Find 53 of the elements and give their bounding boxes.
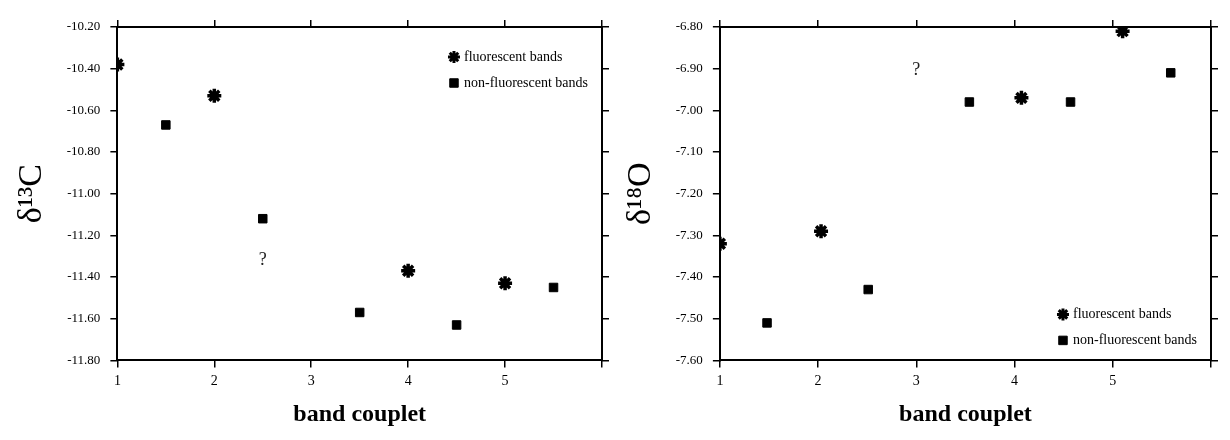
y-tick-label: -7.50 — [675, 310, 703, 326]
x-tick-label: 2 — [210, 373, 218, 389]
y-tick-label: -7.20 — [675, 185, 703, 201]
point — [399, 262, 417, 280]
annotation: ? — [912, 59, 921, 80]
point — [812, 222, 830, 240]
y-tick-label: -10.60 — [66, 101, 101, 117]
y-tick-label: -11.40 — [67, 268, 101, 284]
point — [161, 120, 171, 130]
y-tick-label: -11.60 — [67, 310, 101, 326]
x-tick-label: 5 — [501, 373, 509, 389]
y-tick-label: -7.30 — [675, 226, 703, 242]
legend-label: non-fluorescent bands — [1072, 332, 1198, 348]
y-axis-title: δ¹³C — [11, 164, 49, 224]
x-axis-title: band couplet — [293, 399, 427, 426]
point — [863, 284, 873, 295]
y-tick-label: -11.20 — [67, 226, 101, 242]
point — [451, 320, 462, 330]
y-tick-label: -7.40 — [675, 268, 703, 284]
legend-label: fluorescent bands — [463, 48, 563, 64]
x-axis-title: band couplet — [899, 399, 1032, 426]
y-tick-label: -10.80 — [66, 143, 101, 159]
y-tick-label: -10.40 — [66, 60, 101, 76]
x-tick-label: 1 — [716, 373, 724, 389]
y-tick-label: -7.00 — [675, 101, 703, 117]
y-tick-label: -7.10 — [675, 143, 703, 159]
point — [1012, 89, 1031, 107]
legend-label: fluorescent bands — [1072, 306, 1172, 322]
annotation: ? — [258, 249, 267, 270]
x-tick-label: 3 — [307, 373, 315, 389]
point — [205, 87, 224, 105]
point — [354, 307, 365, 318]
y-tick-label: -11.80 — [67, 351, 101, 367]
point — [548, 282, 559, 293]
x-tick-label: 1 — [113, 373, 121, 389]
x-tick-label: 4 — [1011, 373, 1019, 389]
y-tick-label: -6.80 — [675, 18, 703, 34]
point — [762, 318, 772, 328]
point — [496, 274, 514, 293]
y-tick-label: -7.60 — [675, 351, 703, 367]
y-axis-title: δ¹⁸O — [620, 162, 658, 226]
y-tick-label: -10.20 — [66, 18, 101, 34]
point — [964, 97, 975, 107]
x-tick-label: 5 — [1109, 373, 1117, 389]
point — [1165, 68, 1176, 78]
y-tick-label: -6.90 — [675, 60, 703, 76]
x-tick-label: 4 — [404, 373, 412, 389]
legend-label: non-fluorescent bands — [463, 74, 589, 90]
y-tick-label: -11.00 — [67, 185, 101, 201]
x-tick-label: 2 — [814, 373, 822, 389]
point — [258, 213, 268, 224]
point — [1065, 97, 1076, 107]
x-tick-label: 3 — [912, 373, 920, 389]
